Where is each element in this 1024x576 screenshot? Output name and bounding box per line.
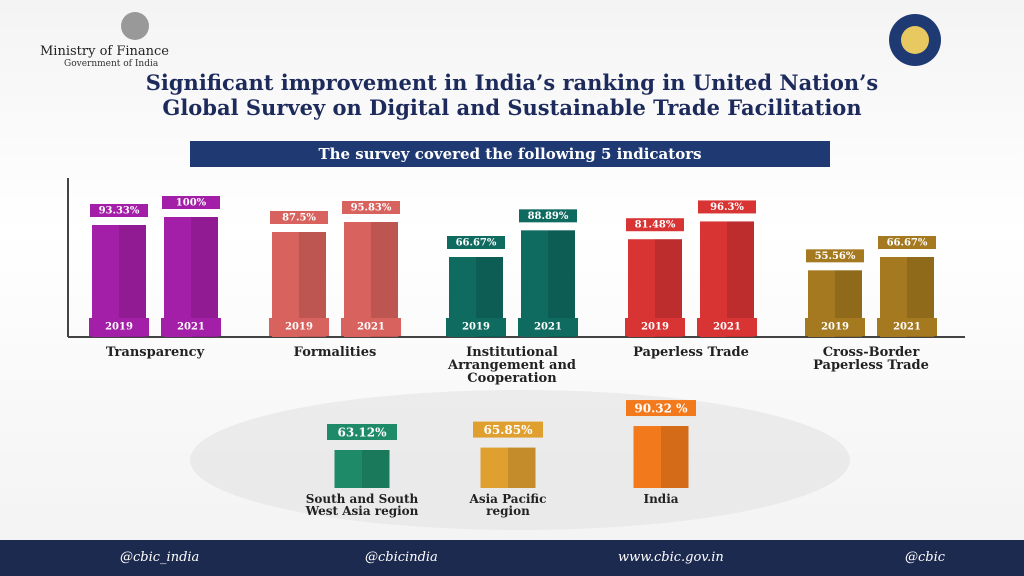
value-label: 88.89% <box>528 211 569 222</box>
value-label: 55.56% <box>815 251 856 262</box>
category-label: Paperless Trade <box>633 345 749 360</box>
year-label: 2019 <box>105 322 133 333</box>
government: Government of India <box>64 59 159 69</box>
year-label: 2019 <box>821 322 849 333</box>
year-label: 2021 <box>357 322 385 333</box>
category-label: Institutional Arrangement and Cooperatio… <box>448 345 576 386</box>
bar <box>164 217 218 337</box>
year-box <box>877 318 937 336</box>
year-box <box>518 318 578 336</box>
value-label-box <box>806 249 864 263</box>
region-label: South and South West Asia region <box>305 492 419 518</box>
year-box <box>805 318 865 336</box>
year-box <box>89 318 149 336</box>
value-label: 95.83% <box>351 203 392 214</box>
year-label: 2021 <box>177 322 205 333</box>
cbic-logo-inner <box>901 26 929 54</box>
value-label-box <box>270 211 328 224</box>
facebook-handle[interactable]: @cbicindia <box>365 550 438 565</box>
value-label-box <box>162 196 220 209</box>
value-label-box <box>90 204 148 218</box>
year-box <box>625 318 685 336</box>
value-label: 93.33% <box>99 206 140 217</box>
year-box <box>269 318 329 336</box>
other-handle[interactable]: @cbic <box>905 550 946 565</box>
value-label-box <box>878 235 936 249</box>
bar <box>344 222 398 337</box>
year-box <box>697 318 757 336</box>
year-label: 2019 <box>462 322 490 333</box>
value-label-box <box>519 209 577 223</box>
year-label: 2019 <box>641 322 669 333</box>
region-bar <box>480 447 536 488</box>
year-label: 2021 <box>893 322 921 333</box>
category-label: Cross-Border Paperless Trade <box>813 345 929 373</box>
emblem <box>121 12 149 40</box>
value-label: 96.3% <box>710 202 744 213</box>
value-label: 66.67% <box>887 237 928 248</box>
value-label: 63.12% <box>338 426 388 440</box>
subtitle: The survey covered the following 5 indic… <box>190 141 830 167</box>
year-label: 2021 <box>534 322 562 333</box>
value-label-box <box>698 200 756 214</box>
value-label-box <box>342 201 400 215</box>
region-label: Asia Pacific region <box>469 492 547 518</box>
value-label-box <box>447 235 505 249</box>
bar <box>700 221 754 337</box>
website[interactable]: www.cbic.gov.in <box>618 550 724 565</box>
value-label: 81.48% <box>635 220 676 231</box>
value-label: 66.67% <box>456 237 497 248</box>
year-label: 2021 <box>713 322 741 333</box>
value-label: 87.5% <box>282 213 316 224</box>
region-bar <box>633 426 689 488</box>
value-label-box <box>473 421 543 438</box>
bar-shade <box>508 447 536 488</box>
year-label: 2019 <box>285 322 313 333</box>
bar-shade <box>661 426 689 488</box>
bar-shade <box>371 222 398 337</box>
bar-shade <box>727 221 754 337</box>
region-label: India <box>643 492 679 506</box>
value-label-box <box>327 424 397 441</box>
bar-shade <box>191 217 218 337</box>
value-label: 65.85% <box>484 423 534 437</box>
bar-shade <box>362 450 390 488</box>
twitter-handle[interactable]: @cbic_india <box>120 550 200 565</box>
year-box <box>341 318 401 336</box>
value-label-box <box>626 400 696 417</box>
year-box <box>446 318 506 336</box>
footer <box>0 540 1024 576</box>
category-label: Formalities <box>293 345 377 360</box>
value-label-box <box>626 218 684 232</box>
value-label: 100% <box>176 198 207 209</box>
region-bar <box>334 450 390 488</box>
category-label: Transparency <box>105 345 205 360</box>
ministry: Ministry of Finance <box>40 44 170 59</box>
year-box <box>161 318 221 336</box>
title: Significant improvement in India’s ranki… <box>145 70 879 120</box>
value-label: 90.32 % <box>634 402 688 416</box>
